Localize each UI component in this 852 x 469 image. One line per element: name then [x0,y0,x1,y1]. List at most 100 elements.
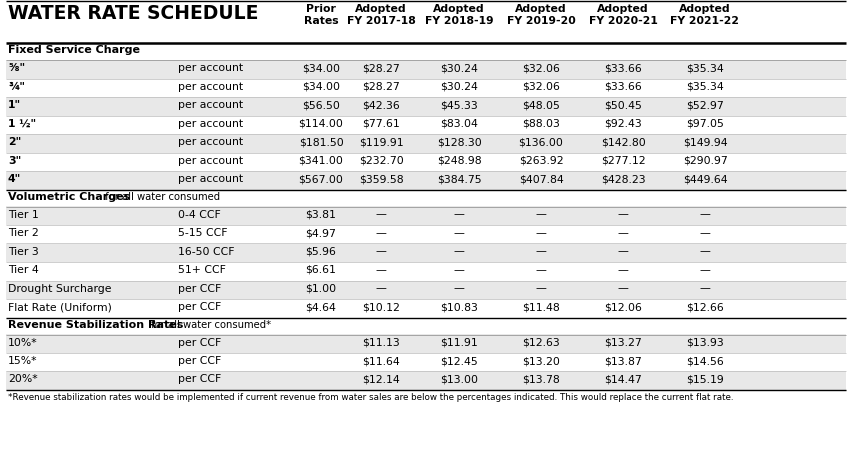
Text: $28.27: $28.27 [362,63,400,73]
Bar [6,171,846,189]
Text: $128.30: $128.30 [436,137,481,147]
Text: $384.75: $384.75 [437,174,481,184]
Text: —: — [699,210,711,219]
Text: Flat Rate (Uniform): Flat Rate (Uniform) [8,302,112,312]
Text: $13.87: $13.87 [604,356,642,366]
Text: $359.58: $359.58 [359,174,403,184]
Text: $32.06: $32.06 [522,63,560,73]
Text: $341.00: $341.00 [298,156,343,166]
Text: Adopted
FY 2021-22: Adopted FY 2021-22 [671,4,740,26]
Text: $12.45: $12.45 [440,356,478,366]
Text: $56.50: $56.50 [302,100,340,110]
Text: —: — [453,283,464,294]
Text: $136.00: $136.00 [519,137,563,147]
Text: 2": 2" [8,137,21,147]
Text: $14.56: $14.56 [686,356,724,366]
Bar [6,60,846,78]
Text: $28.27: $28.27 [362,82,400,91]
Text: $34.00: $34.00 [302,82,340,91]
Text: 5-15 CCF: 5-15 CCF [178,228,227,238]
Text: —: — [536,247,546,257]
Text: $97.05: $97.05 [686,119,724,129]
Text: for all water consumed*: for all water consumed* [148,319,272,330]
Text: $290.97: $290.97 [682,156,728,166]
Text: $15.19: $15.19 [686,375,724,385]
Bar [6,299,846,318]
Text: $13.00: $13.00 [440,375,478,385]
Text: $4.64: $4.64 [306,302,337,312]
Text: $449.64: $449.64 [682,174,728,184]
Text: $6.61: $6.61 [306,265,337,275]
Bar [6,280,846,299]
Text: Prior
Rates: Prior Rates [303,4,338,26]
Text: —: — [376,210,387,219]
Bar [6,206,846,225]
Text: $4.97: $4.97 [306,228,337,238]
Text: $119.91: $119.91 [359,137,403,147]
Text: $12.06: $12.06 [604,302,642,312]
Text: Volumetric Charges: Volumetric Charges [8,191,130,202]
Text: Adopted
FY 2019-20: Adopted FY 2019-20 [507,4,575,26]
Text: 10%*: 10%* [8,338,37,348]
Text: Adopted
FY 2017-18: Adopted FY 2017-18 [347,4,416,26]
Text: $77.61: $77.61 [362,119,400,129]
Text: per CCF: per CCF [178,338,222,348]
Text: per account: per account [178,100,243,110]
Text: $11.48: $11.48 [522,302,560,312]
Text: 16-50 CCF: 16-50 CCF [178,247,234,257]
Text: $277.12: $277.12 [601,156,645,166]
Text: per account: per account [178,119,243,129]
Bar [6,371,846,390]
Text: 1 ½": 1 ½" [8,119,36,129]
Text: $3.81: $3.81 [306,210,337,219]
Text: $33.66: $33.66 [604,82,642,91]
Text: $10.83: $10.83 [440,302,478,312]
Text: —: — [376,283,387,294]
Text: $45.33: $45.33 [440,100,478,110]
Text: $11.13: $11.13 [362,338,400,348]
Text: 51+ CCF: 51+ CCF [178,265,226,275]
Text: per account: per account [178,137,243,147]
Text: $248.98: $248.98 [437,156,481,166]
Text: $33.66: $33.66 [604,63,642,73]
Text: $48.05: $48.05 [522,100,560,110]
Text: —: — [536,265,546,275]
Text: $30.24: $30.24 [440,82,478,91]
Text: $34.00: $34.00 [302,63,340,73]
Text: $42.36: $42.36 [362,100,400,110]
Text: WATER RATE SCHEDULE: WATER RATE SCHEDULE [8,4,258,23]
Text: —: — [699,228,711,238]
Bar [6,97,846,115]
Text: 1": 1" [8,100,21,110]
Text: —: — [618,210,629,219]
Text: *Revenue stabilization rates would be implemented if current revenue from water : *Revenue stabilization rates would be im… [8,393,734,402]
Text: —: — [618,247,629,257]
Text: $12.66: $12.66 [686,302,724,312]
Text: per CCF: per CCF [178,283,222,294]
Bar [6,353,846,371]
Text: $114.00: $114.00 [298,119,343,129]
Text: $50.45: $50.45 [604,100,642,110]
Text: 4": 4" [8,174,21,184]
Text: per account: per account [178,82,243,91]
Text: Drought Surcharge: Drought Surcharge [8,283,112,294]
Text: $263.92: $263.92 [519,156,563,166]
Text: $407.84: $407.84 [519,174,563,184]
Text: $88.03: $88.03 [522,119,560,129]
Text: $13.78: $13.78 [522,375,560,385]
Text: —: — [536,210,546,219]
Bar [6,134,846,152]
Text: $11.91: $11.91 [440,338,478,348]
Text: $567.00: $567.00 [298,174,343,184]
Text: Tier 1: Tier 1 [8,210,38,219]
Text: Adopted
FY 2020-21: Adopted FY 2020-21 [589,4,658,26]
Text: $5.96: $5.96 [306,247,337,257]
Bar [6,78,846,97]
Text: Fixed Service Charge: Fixed Service Charge [8,45,140,55]
Text: —: — [453,228,464,238]
Text: —: — [376,228,387,238]
Text: $232.70: $232.70 [359,156,403,166]
Text: per account: per account [178,63,243,73]
Text: —: — [453,247,464,257]
Text: $92.43: $92.43 [604,119,642,129]
